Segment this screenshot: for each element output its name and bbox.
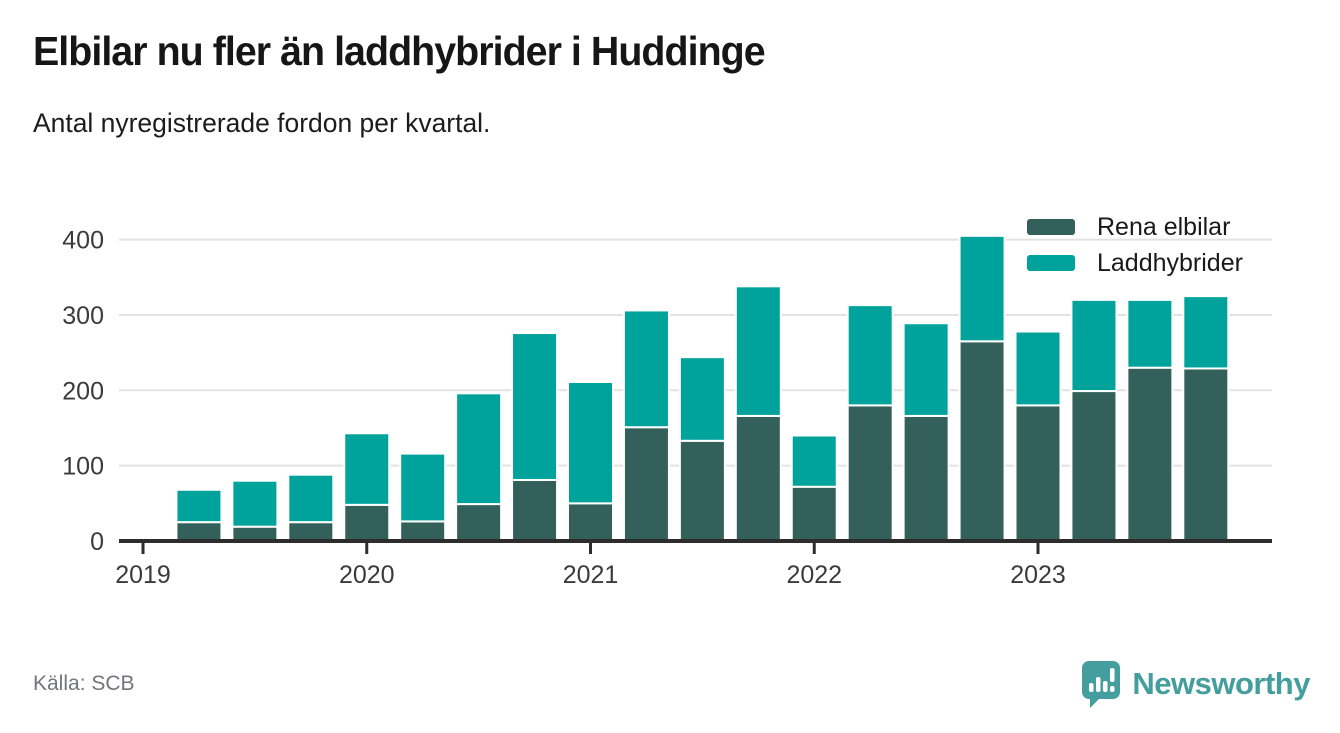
bar-segment-elbilar-2021K1 [567,502,614,543]
bar-segment-elbilar-2021K4 [734,414,782,543]
bar-segment-elbilar-2022K3 [902,414,950,543]
bar-segment-elbilar-2021K2 [622,426,670,542]
x-axis-label: 2019 [115,561,171,589]
bar-segment-laddhybrider-2021K4 [734,285,782,417]
x-axis-label: 2022 [786,561,842,589]
bar-segment-laddhybrider-2020K4 [511,332,559,481]
x-axis-label: 2023 [1010,561,1066,589]
page-title: Elbilar nu fler än laddhybrider i Huddin… [33,28,766,74]
bar-segment-elbilar-2022K1 [790,485,838,542]
bar-segment-elbilar-2021K3 [678,439,726,542]
bar-segment-laddhybrider-2021K3 [678,356,726,442]
bar-segment-elbilar-2020K1 [343,503,391,542]
y-axis-label: 0 [90,528,104,556]
source-note: Källa: SCB [33,672,135,695]
bar-segment-elbilar-2022K4 [958,340,1006,543]
bar-segment-elbilar-2020K3 [455,503,503,542]
bar-segment-laddhybrider-2020K3 [455,392,503,506]
bar-segment-laddhybrider-2022K1 [790,434,838,488]
bar-segment-laddhybrider-2022K2 [846,304,894,407]
bar-segment-elbilar-2020K4 [511,478,559,542]
legend-swatch-laddhybrider [1027,255,1075,271]
bar-segment-laddhybrider-2022K4 [958,234,1006,343]
legend-label-laddhybrider: Laddhybrider [1097,248,1243,277]
bar-segment-laddhybrider-2022K3 [902,322,950,417]
legend-item-rena-elbilar: Rena elbilar [1027,209,1243,245]
newsworthy-brand: Newsworthy [1080,659,1310,709]
bar-segment-laddhybrider-2019K2 [175,488,223,524]
x-axis-label: 2021 [563,561,619,589]
bar-segment-laddhybrider-2020K2 [399,452,447,523]
bar-segment-elbilar-2023K2 [1070,390,1118,542]
bar-segment-laddhybrider-2023K4 [1182,295,1230,370]
bar-segment-elbilar-2019K4 [287,521,335,542]
bar-segment-elbilar-2020K2 [399,520,447,542]
newsworthy-logo-icon [1082,661,1121,708]
bar-segment-elbilar-2022K2 [846,404,894,542]
x-axis-label: 2020 [339,561,395,589]
legend-swatch-rena-elbilar [1027,219,1075,235]
bar-segment-laddhybrider-2023K1 [1014,330,1062,407]
brand-name: Newsworthy [1132,666,1310,701]
bar-segment-laddhybrider-2021K2 [622,309,670,429]
bar-segment-elbilar-2023K3 [1126,366,1174,542]
bar-segment-laddhybrider-2020K1 [343,432,391,506]
bar-segment-laddhybrider-2023K3 [1126,298,1174,369]
page-subtitle: Antal nyregistrerade fordon per kvartal. [33,108,491,138]
bar-segment-elbilar-2023K1 [1014,404,1062,542]
footer: Källa: SCB Newsworthy [0,659,1340,709]
y-axis-label: 200 [62,377,104,405]
y-axis-label: 300 [62,302,104,330]
bar-segment-laddhybrider-2019K4 [287,473,335,524]
bar-segment-laddhybrider-2023K2 [1070,298,1118,393]
y-axis-label: 100 [62,453,104,481]
legend-label-rena-elbilar: Rena elbilar [1097,212,1231,241]
bar-segment-elbilar-2019K2 [175,521,223,542]
bar-segment-laddhybrider-2019K3 [231,479,279,528]
y-axis-label: 400 [62,227,104,255]
chart-legend: Rena elbilar Laddhybrider [1027,209,1243,281]
bar-segment-elbilar-2019K3 [231,525,279,542]
bar-segment-laddhybrider-2021K1 [567,381,614,505]
bar-segment-elbilar-2023K4 [1182,367,1230,542]
legend-item-laddhybrider: Laddhybrider [1027,245,1243,281]
